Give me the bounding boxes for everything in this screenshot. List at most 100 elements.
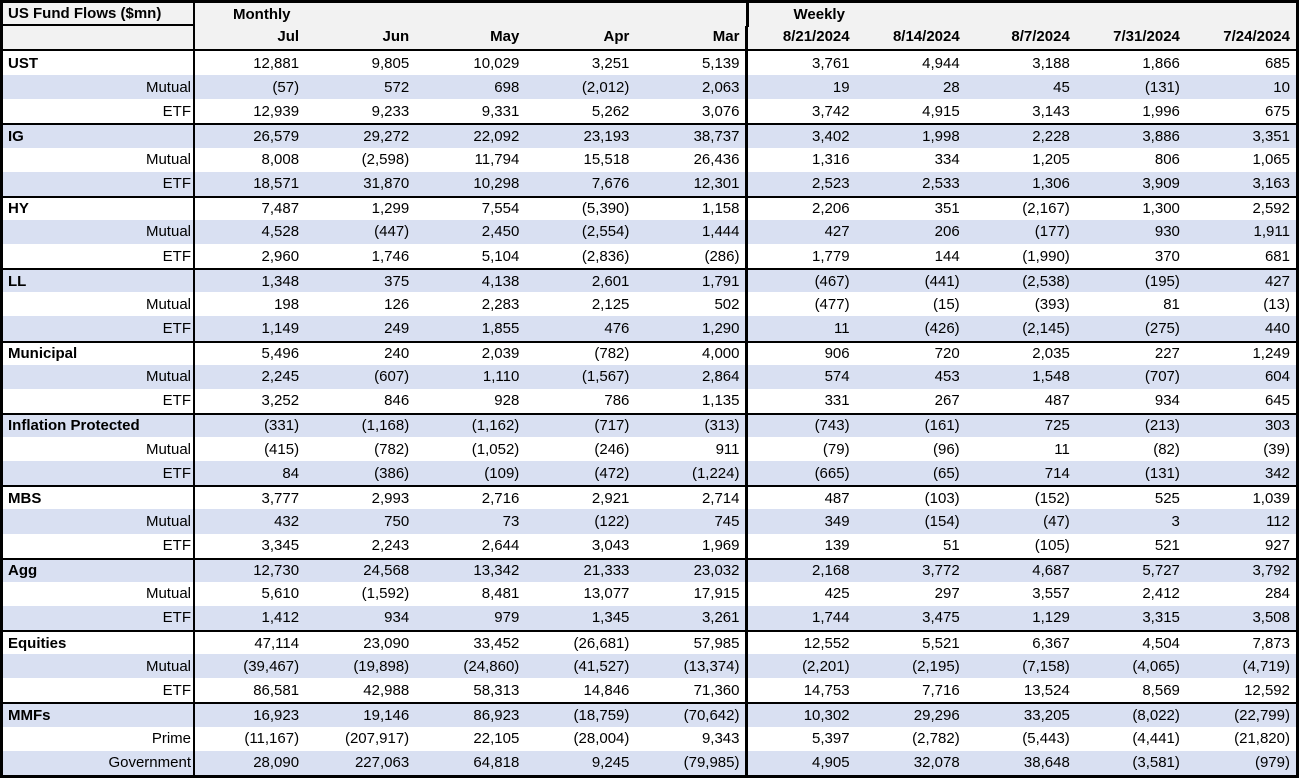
row-sublabel: Mutual: [3, 292, 195, 317]
table-row: MBS 3,777 2,993 2,716 2,921 2,714 487 (103) (152…: [3, 485, 1296, 510]
cell-value: 934: [384, 609, 410, 627]
cell-value: 47,114: [254, 634, 300, 652]
cell-value: (122): [594, 512, 630, 530]
cell-value: (131): [1144, 464, 1180, 482]
cell-value: 1,299: [371, 200, 410, 218]
column-header-monthly-2: Jun: [382, 28, 410, 45]
cell-value: 2,039: [481, 345, 520, 363]
cell-value: 928: [494, 392, 520, 410]
table-row: IG 26,579 29,272 22,092 23,193 38,737 3,402 1,9…: [3, 123, 1296, 148]
cell-value: 18,571: [253, 175, 300, 193]
cell-value: 453: [934, 368, 960, 386]
cell-value: 2,245: [261, 368, 300, 386]
cell-value: 5,496: [261, 345, 300, 363]
row-sublabel: Mutual: [3, 219, 195, 244]
cell-value: 521: [1154, 537, 1180, 555]
cell-value: (607): [374, 368, 410, 386]
cell-value: 572: [384, 78, 410, 96]
cell-value: 73: [502, 512, 520, 530]
cell-value: (7,158): [1022, 657, 1070, 675]
cell-value: 1,548: [1032, 368, 1070, 386]
cell-value: (161): [924, 417, 960, 435]
cell-value: (1,162): [471, 417, 520, 435]
cell-value: 15,518: [583, 151, 630, 169]
group-label: Municipal: [3, 342, 195, 365]
cell-value: 23,193: [583, 127, 630, 145]
cell-value: (717): [594, 417, 630, 435]
cell-value: (2,012): [581, 78, 630, 96]
row-sublabel: ETF: [3, 678, 195, 703]
column-header-weekly-4: 7/31/2024: [1113, 28, 1180, 45]
cell-value: 525: [1154, 489, 1180, 507]
cell-value: 23,032: [693, 562, 740, 580]
table-row: ETF 1,412 934 979 1,345 3,261 1,744 3,475 1,129 3…: [3, 605, 1296, 630]
cell-value: 22,092: [473, 127, 520, 145]
cell-value: 12,552: [745, 632, 855, 655]
row-sublabel: Mutual: [3, 147, 195, 172]
cell-value: (41,527): [573, 657, 630, 675]
cell-value: 334: [934, 151, 960, 169]
table-row: ETF 84 (386) (109) (472) (1,224) (665) (65) 714 (…: [3, 461, 1296, 486]
cell-value: (782): [374, 440, 410, 458]
cell-value: 71,360: [693, 681, 740, 699]
cell-value: 2,125: [591, 295, 630, 313]
cell-value: (1,990): [1022, 247, 1070, 265]
cell-value: 1,866: [1142, 54, 1180, 72]
row-sublabel: Mutual: [3, 364, 195, 389]
cell-value: 10,298: [473, 175, 520, 193]
table-header: US Fund Flows ($mn) Monthly Weekly Jul J…: [3, 3, 1296, 51]
table-row: Inflation Protected (331) (1,168) (1,162) (7…: [3, 412, 1296, 437]
cell-value: (467): [745, 270, 855, 293]
column-headers-row: Jul Jun May Apr Mar 8/21/2024 8/14/2024 …: [195, 26, 1296, 49]
cell-value: 7,554: [481, 200, 520, 218]
cell-value: 1,412: [261, 609, 300, 627]
cell-value: (177): [1034, 223, 1070, 241]
cell-value: 604: [1264, 368, 1290, 386]
cell-value: 38,648: [1023, 754, 1070, 772]
cell-value: 12,939: [253, 102, 300, 120]
cell-value: 28,090: [253, 754, 300, 772]
monthly-section-label: Monthly: [233, 6, 291, 23]
column-header-monthly-5: Mar: [712, 28, 740, 45]
cell-value: (22,799): [1234, 706, 1290, 724]
cell-value: (386): [374, 464, 410, 482]
cell-value: (13,374): [683, 657, 740, 675]
cell-value: 2,533: [922, 175, 960, 193]
cell-value: (70,642): [683, 706, 740, 724]
cell-value: 198: [274, 295, 300, 313]
row-sublabel: Mutual: [3, 75, 195, 100]
cell-value: 144: [934, 247, 960, 265]
cell-value: 427: [1264, 272, 1290, 290]
cell-value: (665): [745, 461, 855, 486]
cell-value: (154): [924, 512, 960, 530]
cell-value: 1,158: [701, 200, 740, 218]
cell-value: (13): [1263, 295, 1290, 313]
cell-value: 10,302: [745, 704, 855, 727]
group-label: LL: [3, 270, 195, 293]
cell-value: 2,168: [745, 559, 855, 582]
cell-value: 51: [943, 537, 960, 555]
cell-value: (1,592): [361, 585, 410, 603]
cell-value: 1,444: [701, 223, 740, 241]
cell-value: 1,316: [745, 147, 855, 172]
cell-value: 1,779: [745, 244, 855, 269]
table-body: UST 12,881 9,805 10,029 3,251 5,139 3,761 4,944…: [3, 51, 1296, 775]
column-header-monthly-4: Apr: [603, 28, 630, 45]
cell-value: 681: [1264, 247, 1290, 265]
cell-value: 3,252: [261, 392, 300, 410]
cell-value: 1,911: [1253, 223, 1290, 241]
cell-value: 351: [934, 200, 960, 218]
group-label: UST: [3, 51, 195, 76]
cell-value: (2,538): [1022, 272, 1070, 290]
cell-value: 38,737: [693, 127, 740, 145]
cell-value: (5,390): [581, 200, 630, 218]
cell-value: 32,078: [913, 754, 960, 772]
cell-value: 927: [1264, 537, 1290, 555]
cell-value: 14,753: [745, 678, 855, 703]
cell-value: (2,167): [1022, 200, 1070, 218]
group-label: Inflation Protected: [3, 414, 195, 437]
row-sublabel: ETF: [3, 605, 195, 630]
cell-value: 86,923: [473, 706, 520, 724]
cell-value: 284: [1264, 585, 1290, 603]
cell-value: 745: [714, 512, 740, 530]
